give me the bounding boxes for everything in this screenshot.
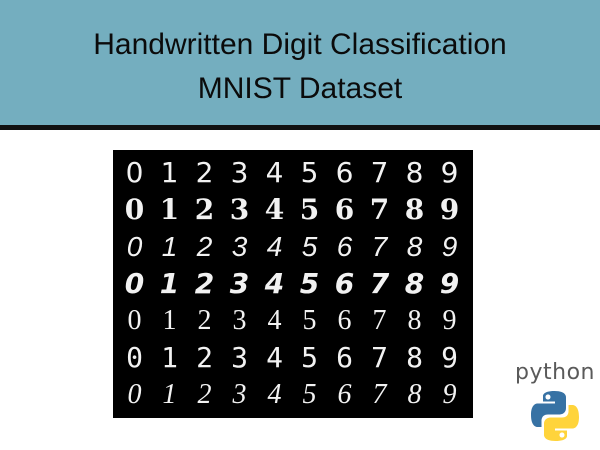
digit-cell: 0 [124,192,145,226]
digit-cell: 8 [406,341,423,375]
digit-cell: 9 [441,230,458,262]
digit-cell: 9 [441,341,458,375]
digit-cell: 3 [232,379,247,411]
digit-cell: 1 [160,155,179,189]
digit-cell: 9 [442,305,457,337]
digit-cell: 0 [125,155,144,189]
python-logo-icon [531,391,579,441]
digit-cell: 4 [267,305,282,337]
page-title: Handwritten Digit Classification [93,28,507,61]
digit-cell: 8 [404,192,425,226]
digit-cell: 3 [229,192,250,226]
digit-cell: 3 [232,305,247,337]
digit-cell: 0 [124,266,145,300]
digit-cell: 4 [265,155,284,189]
digit-cell: 2 [197,305,212,337]
digit-cell: 4 [264,266,285,300]
digit-cell: 2 [195,155,214,189]
digit-cell: 6 [335,155,354,189]
digit-cell: 3 [231,341,248,375]
digit-cell: 1 [161,341,178,375]
digit-cell: 5 [300,155,319,189]
digit-cell: 6 [337,379,352,411]
digit-cell: 5 [302,379,317,411]
digit-cell: 1 [162,305,177,337]
digit-cell: 3 [229,266,250,300]
digit-cell: 5 [301,230,318,262]
digit-cell: 3 [231,230,248,262]
digit-cell: 1 [159,266,180,300]
digit-cell: 7 [369,266,390,300]
digit-cell: 6 [337,305,352,337]
digit-cell: 8 [406,230,423,262]
title-banner [0,0,600,125]
digit-cell: 3 [230,155,249,189]
digit-cell: 2 [194,266,215,300]
digit-cell: 1 [161,230,178,262]
page-subtitle: MNIST Dataset [197,72,403,105]
digit-cell: 0 [127,305,142,337]
digit-cell: 8 [407,379,422,411]
digit-cell: 9 [439,266,460,300]
digit-cell: 2 [194,192,215,226]
digit-cell: 4 [266,341,283,375]
digit-cell: 8 [404,266,425,300]
digit-cell: 4 [267,379,282,411]
digit-cell: 7 [371,230,388,262]
digit-cell: 4 [266,230,283,262]
digit-cell: 4 [264,192,285,226]
digit-cell: 9 [440,155,459,189]
digit-cell: 1 [162,379,177,411]
digit-cell: 0 [127,379,142,411]
digit-cell: 5 [299,192,320,226]
digit-cell: 5 [302,305,317,337]
digit-cell: 2 [196,341,213,375]
digit-cell: 6 [334,266,355,300]
digit-cell: 9 [442,379,457,411]
python-wordmark: python [515,360,595,385]
digit-cell: 7 [372,379,387,411]
digit-cell: 0 [126,230,143,262]
digit-cell: 8 [405,155,424,189]
digit-cell: 7 [370,155,389,189]
digit-cell: 5 [299,266,320,300]
digit-cell: 7 [372,305,387,337]
digit-cell: 6 [336,341,353,375]
digit-cell: 2 [197,379,212,411]
digit-cell: 0 [126,341,143,375]
digit-cell: 7 [371,341,388,375]
digit-cell: 7 [369,192,390,226]
digit-cell: 8 [407,305,422,337]
digit-cell: 9 [439,192,460,226]
banner-divider [0,125,600,130]
digit-cell: 5 [301,341,318,375]
python-logo: python [515,360,595,445]
digit-cell: 6 [336,230,353,262]
digit-cell: 6 [334,192,355,226]
digit-cell: 2 [196,230,213,262]
digit-cell: 1 [159,192,180,226]
